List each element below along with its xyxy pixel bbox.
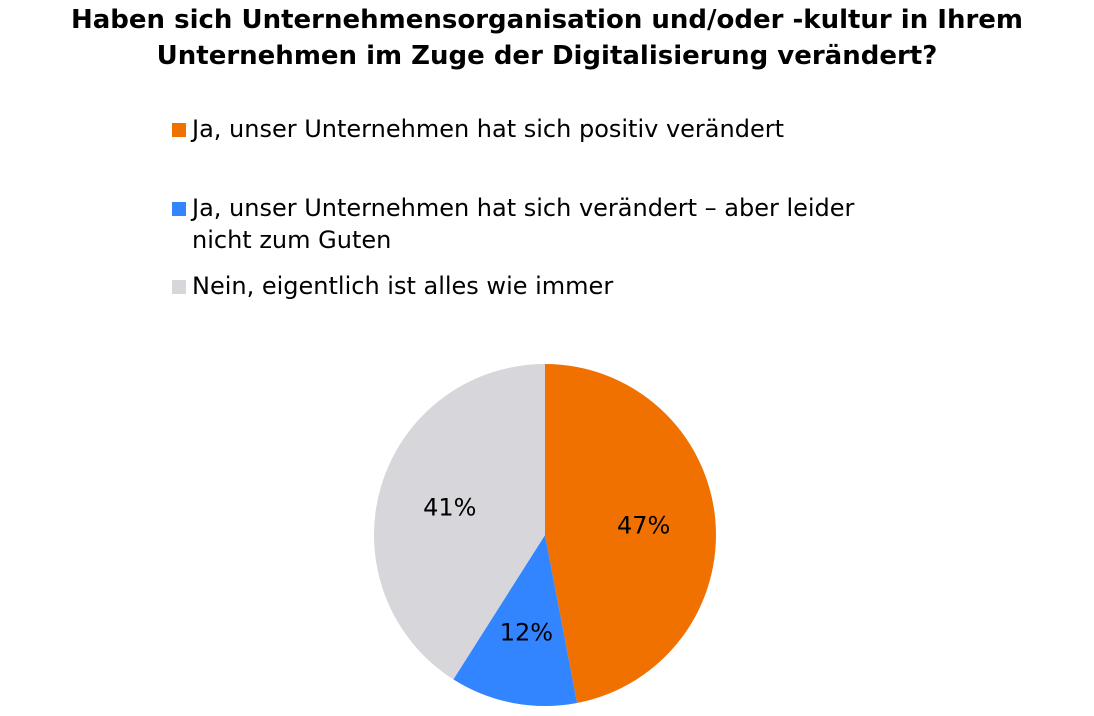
legend-item-positive: Ja, unser Unternehmen hat sich positiv v… <box>172 113 952 145</box>
chart-title-line-1: Haben sich Unternehmensorganisation und/… <box>70 5 1024 35</box>
chart-title: Haben sich Unternehmensorganisation und/… <box>0 2 1094 74</box>
legend-swatch-unchanged <box>172 280 186 294</box>
legend-label-negative-line-2: nicht zum Guten <box>192 226 392 254</box>
data-label-positive: 47% <box>617 512 670 540</box>
legend-item-unchanged: Nein, eigentlich ist alles wie immer <box>172 270 952 302</box>
legend-item-negative: Ja, unser Unternehmen hat sich verändert… <box>172 192 952 256</box>
legend-label-unchanged: Nein, eigentlich ist alles wie immer <box>192 272 614 300</box>
legend-swatch-negative <box>172 202 186 216</box>
pie-slice-negative <box>453 535 578 706</box>
pie-slice-unchanged <box>373 364 545 680</box>
pie-slice-positive <box>545 364 716 703</box>
data-label-unchanged: 41% <box>423 493 476 521</box>
data-label-negative: 12% <box>500 618 553 646</box>
legend-label-positive: Ja, unser Unternehmen hat sich positiv v… <box>192 115 784 143</box>
legend-swatch-positive <box>172 123 186 137</box>
chart-title-line-2: Unternehmen im Zuge der Digitalisierung … <box>156 41 938 71</box>
legend-label-negative-line-1: Ja, unser Unternehmen hat sich verändert… <box>192 194 855 222</box>
